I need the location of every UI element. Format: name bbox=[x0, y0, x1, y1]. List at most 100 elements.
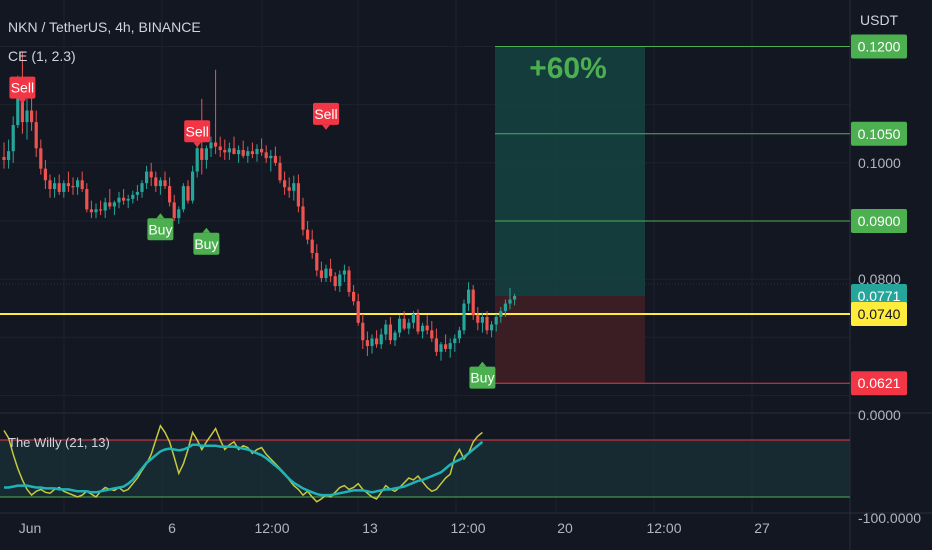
candle-body bbox=[25, 110, 29, 123]
candle-body bbox=[471, 289, 475, 316]
buy-label: Buy bbox=[470, 370, 494, 386]
candle-body bbox=[209, 142, 213, 149]
badge-pointer bbox=[202, 227, 211, 233]
candle-body bbox=[283, 180, 287, 188]
candle-body bbox=[476, 315, 480, 323]
candle-body bbox=[439, 344, 443, 352]
candle-body bbox=[43, 168, 47, 181]
indicator-label[interactable]: CE (1, 2.3) bbox=[8, 48, 76, 64]
candle-body bbox=[425, 325, 429, 331]
oscillator-label[interactable]: The Willy (21, 13) bbox=[8, 435, 110, 450]
candle-body bbox=[237, 150, 241, 155]
candle-body bbox=[39, 148, 43, 169]
candle-body bbox=[444, 344, 448, 349]
price-badge bbox=[851, 302, 907, 327]
time-tick-label: 13 bbox=[362, 520, 378, 536]
candle-body bbox=[416, 314, 420, 332]
candle-body bbox=[16, 93, 20, 126]
badge-pointer bbox=[322, 124, 330, 130]
candle-body bbox=[34, 122, 38, 149]
candle-body bbox=[122, 197, 126, 201]
position-zones bbox=[495, 46, 645, 384]
candle-body bbox=[324, 268, 328, 278]
candle-body bbox=[269, 155, 273, 159]
price-axis[interactable]: 0.10000.08000.12000.10500.09000.077103:0… bbox=[851, 34, 921, 526]
candle-body bbox=[315, 252, 319, 271]
sell-label: Sell bbox=[186, 123, 209, 139]
candle-body bbox=[99, 209, 103, 211]
buy-label: Buy bbox=[194, 236, 218, 252]
badge-pointer bbox=[193, 142, 202, 148]
candle-body bbox=[513, 296, 517, 300]
candle-body bbox=[278, 162, 282, 181]
candle-body bbox=[71, 186, 75, 188]
badge-pointer bbox=[18, 98, 27, 104]
price-badge bbox=[851, 121, 907, 146]
candle-body bbox=[140, 183, 144, 192]
candle-body bbox=[365, 340, 369, 347]
candle-body bbox=[80, 180, 84, 190]
candle-body bbox=[57, 183, 61, 192]
candle-body bbox=[223, 150, 227, 153]
buy-badge bbox=[193, 232, 220, 255]
buy-badge bbox=[147, 218, 174, 241]
candle-body bbox=[319, 270, 323, 278]
candle-body bbox=[94, 209, 98, 213]
candle-body bbox=[467, 289, 471, 304]
candle-body bbox=[264, 152, 268, 159]
candle-body bbox=[494, 316, 498, 325]
oscillator-tick-label: -100.0000 bbox=[858, 510, 921, 526]
candle-body bbox=[195, 148, 199, 172]
candle-body bbox=[200, 148, 204, 160]
candle-body bbox=[20, 93, 24, 123]
candle-body bbox=[361, 322, 365, 341]
candle-body bbox=[135, 191, 139, 195]
oscillator-tick-label: 0.0000 bbox=[858, 407, 901, 423]
candle-body bbox=[490, 324, 494, 331]
price-badge-label: 0.1050 bbox=[858, 126, 901, 142]
candle-body bbox=[388, 324, 392, 341]
price-badge-label: 0.0621 bbox=[858, 375, 901, 391]
price-levels bbox=[0, 46, 850, 384]
candle-body bbox=[227, 148, 231, 153]
candle-body bbox=[462, 303, 466, 331]
oscillator-pane bbox=[0, 424, 850, 503]
candle-body bbox=[393, 332, 397, 341]
price-badge-label: 0.1200 bbox=[858, 39, 901, 55]
candle-body bbox=[411, 314, 415, 323]
candle-body bbox=[260, 148, 264, 153]
price-badge bbox=[851, 34, 907, 59]
candle-body bbox=[407, 322, 411, 329]
sell-badge bbox=[313, 102, 339, 125]
candle-body bbox=[250, 151, 254, 155]
candle-body bbox=[379, 334, 383, 345]
time-tick-label: 27 bbox=[754, 520, 770, 536]
candle-body bbox=[181, 186, 185, 210]
candle-body bbox=[66, 183, 70, 187]
time-tick-label: 12:00 bbox=[646, 520, 681, 536]
candle-body bbox=[375, 338, 379, 345]
willy-line bbox=[3, 424, 483, 503]
price-tick-label: 0.1000 bbox=[858, 155, 901, 171]
time-tick-label: 6 bbox=[168, 520, 176, 536]
candle-body bbox=[503, 303, 507, 312]
candle-body bbox=[191, 171, 195, 201]
candle-body bbox=[421, 325, 425, 332]
candle-body bbox=[89, 209, 93, 213]
candle-body bbox=[145, 171, 149, 184]
currency-label: USDT bbox=[860, 12, 899, 28]
symbol-title[interactable]: NKN / TetherUS, 4h, BINANCE bbox=[8, 19, 201, 35]
candle-body bbox=[292, 183, 296, 191]
sell-label: Sell bbox=[11, 80, 34, 96]
time-axis[interactable]: Jun 6 12:00 13 12:00 20 12:00 27 bbox=[19, 520, 770, 536]
sell-badge bbox=[184, 120, 211, 143]
candle-body bbox=[30, 110, 34, 123]
price-badge-label: 0.0771 bbox=[858, 288, 901, 304]
candle-body bbox=[338, 274, 342, 287]
candle-body bbox=[108, 202, 112, 207]
buy-badge bbox=[469, 366, 496, 389]
candle-body bbox=[453, 338, 457, 344]
candles bbox=[2, 52, 517, 361]
